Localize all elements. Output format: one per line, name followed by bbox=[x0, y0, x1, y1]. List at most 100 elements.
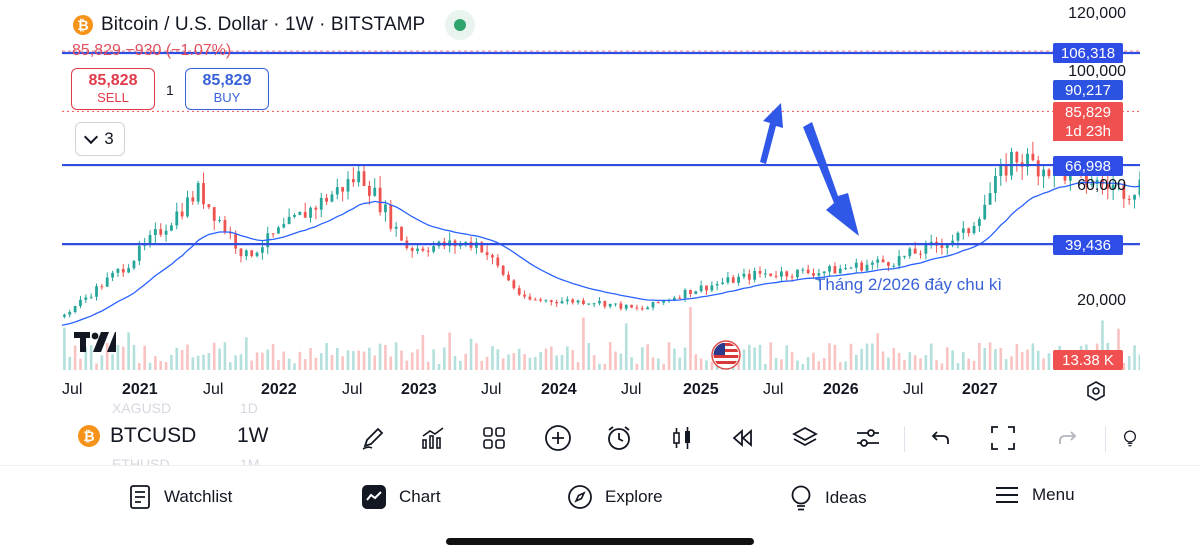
alert-icon[interactable] bbox=[602, 421, 636, 455]
candle-body bbox=[801, 269, 805, 271]
volume-bar bbox=[967, 358, 970, 370]
nav-explore[interactable]: Explore bbox=[567, 484, 663, 510]
nav-chart[interactable]: Chart bbox=[361, 484, 441, 510]
candle-body bbox=[73, 306, 77, 312]
chart-toolbar: ₿ BTCUSD 1W bbox=[62, 414, 1140, 464]
volume-bar bbox=[384, 344, 387, 370]
candle-body bbox=[876, 259, 880, 263]
candle-body bbox=[400, 226, 403, 241]
tradingview-logo-icon[interactable] bbox=[74, 330, 116, 354]
candle-body bbox=[544, 300, 548, 302]
volume-bar bbox=[293, 363, 296, 370]
nav-menu[interactable]: Menu bbox=[994, 484, 1075, 506]
volume-bar bbox=[881, 351, 885, 370]
volume-bar bbox=[212, 342, 216, 370]
lightbulb-icon bbox=[791, 485, 811, 511]
volume-bar bbox=[919, 358, 922, 370]
candle-body bbox=[908, 248, 912, 256]
volume-bar bbox=[405, 360, 409, 370]
level-tag-high[interactable]: 106,318 bbox=[1053, 43, 1123, 63]
volume-bar bbox=[758, 344, 762, 370]
candle-body bbox=[742, 273, 746, 277]
interval-selector[interactable]: 1W bbox=[237, 424, 269, 447]
candle-body bbox=[111, 272, 114, 278]
level-tag-mid[interactable]: 66,998 bbox=[1053, 156, 1123, 176]
candle-body bbox=[512, 280, 516, 289]
volume-bar bbox=[790, 352, 794, 370]
volume-bar bbox=[352, 351, 355, 370]
indicators-icon[interactable] bbox=[416, 421, 450, 455]
volume-bar bbox=[218, 348, 221, 370]
bitcoin-icon: ₿ bbox=[73, 15, 93, 35]
brush-icon[interactable] bbox=[356, 421, 390, 455]
candle-body bbox=[325, 197, 328, 202]
candle-body bbox=[972, 225, 976, 234]
layouts-icon[interactable] bbox=[477, 421, 511, 455]
volume-bar bbox=[325, 343, 328, 370]
volume-bar bbox=[507, 354, 510, 370]
market-open-status-icon[interactable] bbox=[445, 10, 476, 40]
level-tag-low[interactable]: 39,436 bbox=[1053, 235, 1123, 255]
candle-body bbox=[293, 214, 296, 217]
chart-area[interactable] bbox=[62, 0, 1140, 415]
candle-body bbox=[191, 197, 195, 202]
candles-icon[interactable] bbox=[665, 421, 699, 455]
x-axis-label: Jul bbox=[621, 381, 642, 398]
undo-icon[interactable] bbox=[924, 421, 958, 455]
volume-bar bbox=[180, 349, 184, 370]
bar-countdown-tag: 1d 23h bbox=[1053, 121, 1123, 141]
volume-bar bbox=[940, 363, 944, 370]
fullscreen-icon[interactable] bbox=[986, 421, 1020, 455]
candle-body bbox=[255, 252, 259, 257]
nav-ideas[interactable]: Ideas bbox=[789, 484, 867, 512]
nav-label: Explore bbox=[605, 487, 663, 506]
indicators-toggle-button[interactable]: 3 bbox=[75, 122, 125, 156]
candle-body bbox=[426, 250, 430, 252]
add-icon[interactable] bbox=[541, 421, 575, 455]
volume-bar bbox=[523, 354, 526, 370]
candle-body bbox=[1138, 179, 1140, 195]
candle-body bbox=[951, 240, 955, 244]
volume-bar bbox=[945, 347, 949, 370]
chart-title: Bitcoin / U.S. Dollar · 1W · BITSTAMP bbox=[101, 14, 426, 35]
candle-body bbox=[432, 246, 436, 252]
volume-bar bbox=[812, 352, 815, 370]
sell-button[interactable]: 85,828 SELL bbox=[71, 68, 155, 110]
chart-settings-icon[interactable] bbox=[1085, 380, 1107, 402]
volume-bar bbox=[485, 356, 489, 370]
candle-body bbox=[357, 171, 361, 183]
candle-body bbox=[924, 242, 928, 254]
last-price-tag: 85,829 bbox=[1053, 102, 1123, 122]
candle-body bbox=[170, 225, 173, 231]
price-chart[interactable] bbox=[62, 0, 1140, 415]
candle-body bbox=[480, 242, 484, 253]
volume-bar bbox=[935, 360, 938, 370]
ideas-icon[interactable] bbox=[1120, 421, 1140, 455]
candle-body bbox=[539, 299, 543, 301]
volume-bar bbox=[491, 346, 494, 370]
candle-body bbox=[731, 277, 735, 283]
volume-bar bbox=[378, 343, 382, 370]
nav-watchlist[interactable]: Watchlist bbox=[128, 484, 232, 510]
replay-icon[interactable] bbox=[726, 421, 760, 455]
volume-bar bbox=[833, 344, 837, 370]
layers-icon[interactable] bbox=[788, 421, 822, 455]
volume-bar bbox=[410, 352, 414, 370]
us-flag-event-icon[interactable] bbox=[711, 340, 741, 370]
redo-icon[interactable] bbox=[1050, 421, 1084, 455]
buy-button[interactable]: 85,829 BUY bbox=[185, 68, 269, 110]
symbol-selector[interactable]: ₿ BTCUSD bbox=[78, 424, 196, 448]
volume-bar bbox=[362, 351, 366, 370]
settings-sliders-icon[interactable] bbox=[851, 421, 885, 455]
candle-body bbox=[1084, 169, 1088, 185]
chart-annotation-text[interactable]: Tháng 2/2026 đáy chu kì bbox=[815, 275, 1003, 294]
volume-bar bbox=[646, 344, 649, 370]
candle-body bbox=[614, 303, 617, 305]
volume-bar bbox=[951, 350, 954, 370]
volume-bar bbox=[330, 354, 334, 370]
volume-bar bbox=[780, 359, 783, 370]
volume-bar bbox=[453, 355, 457, 370]
volume-bar bbox=[892, 347, 896, 370]
volume-bar bbox=[1122, 362, 1126, 370]
candle-body bbox=[116, 269, 120, 273]
